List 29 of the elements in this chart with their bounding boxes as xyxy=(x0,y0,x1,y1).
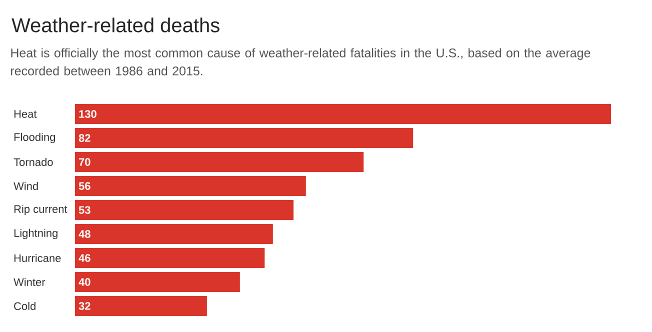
chart-subtitle: Heat is officially the most common cause of weather-related fatalities in the U.S., based on the average recorded between 1986 and 2015. xyxy=(11,48,590,76)
data-label: 82 xyxy=(78,134,90,142)
chart-title: Weather-related deaths xyxy=(12,18,220,32)
y-tick-label: Flooding xyxy=(14,132,56,144)
y-tick-label: Heat xyxy=(14,110,37,118)
bar xyxy=(75,272,240,292)
y-tick-label: Rip current xyxy=(14,204,68,216)
y-tick-label: Hurricane xyxy=(14,254,61,262)
data-label: 70 xyxy=(79,158,90,166)
y-tick-label: Cold xyxy=(14,302,36,310)
bar xyxy=(75,176,306,196)
bar xyxy=(75,128,414,148)
bar xyxy=(75,296,207,316)
data-label: 56 xyxy=(78,182,90,190)
y-tick-label: Tornado xyxy=(14,158,53,166)
bar xyxy=(75,248,265,268)
data-label: 48 xyxy=(78,230,90,238)
bar xyxy=(75,200,294,220)
bar xyxy=(75,152,364,172)
y-tick-label: Wind xyxy=(14,182,38,190)
data-label: 32 xyxy=(78,302,90,310)
data-label: 130 xyxy=(79,110,96,118)
bar xyxy=(75,224,273,244)
data-label: 46 xyxy=(78,254,90,262)
data-label: 40 xyxy=(78,278,90,286)
y-tick-label: Lightning xyxy=(14,228,58,240)
y-tick-label: Winter xyxy=(14,278,46,286)
bar xyxy=(75,104,612,124)
data-label: 53 xyxy=(78,206,90,214)
